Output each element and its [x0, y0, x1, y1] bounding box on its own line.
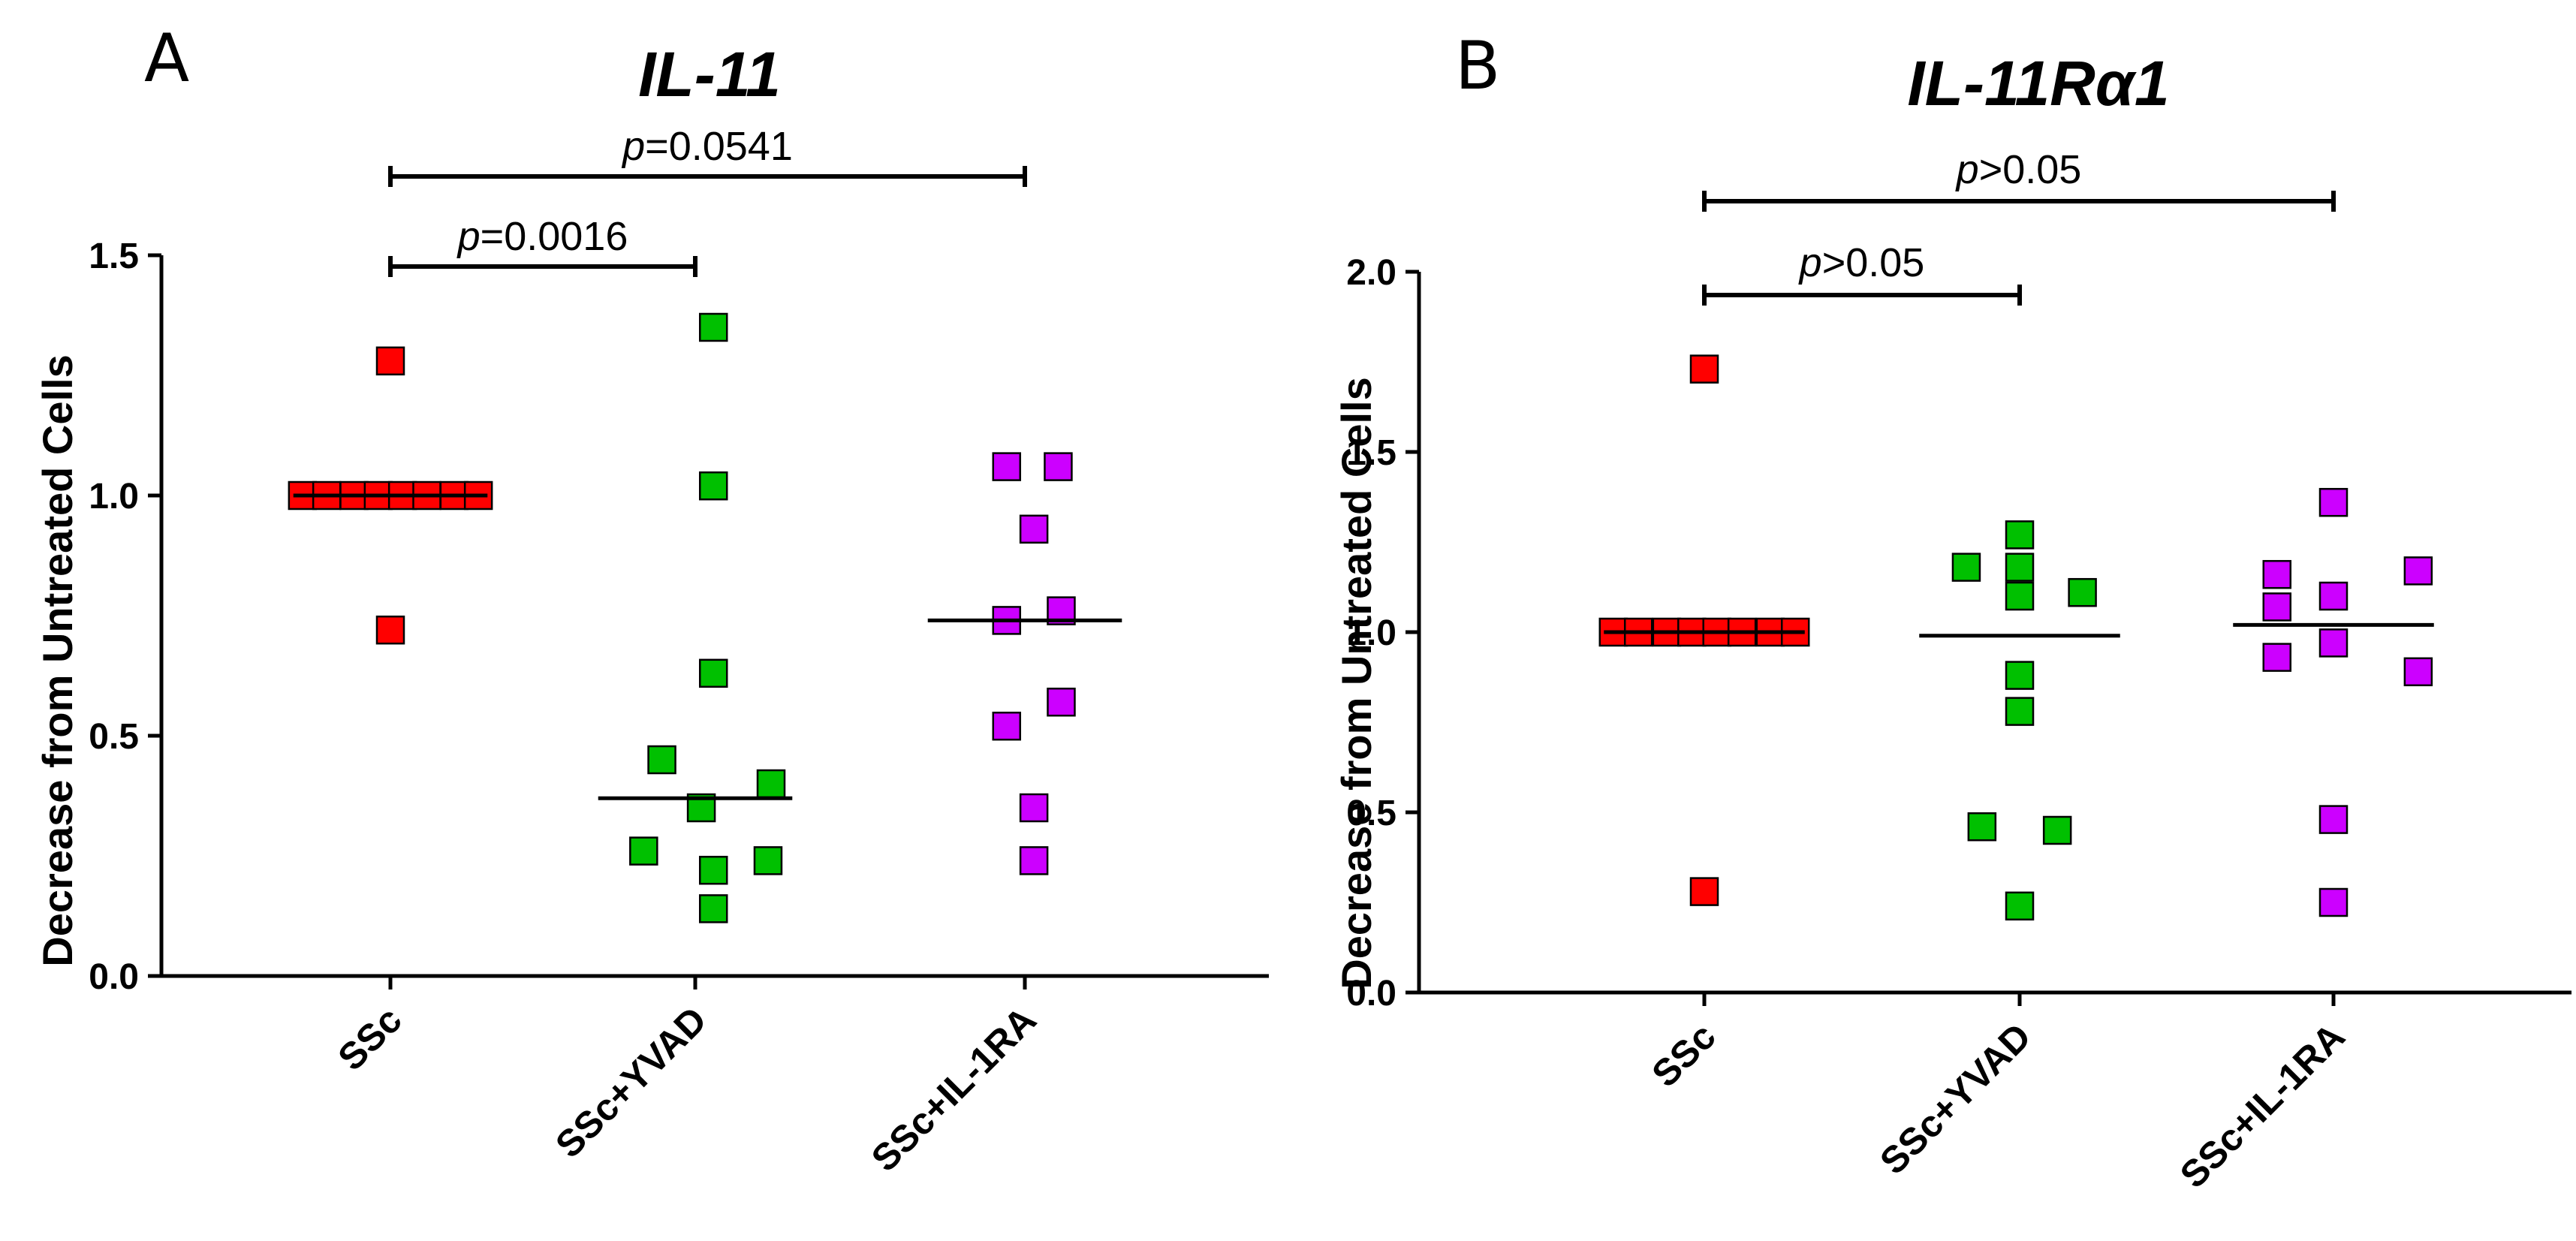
panel-b: B IL-11Rα1 Decrease from Untreated Cells… — [1333, 27, 2571, 1196]
data-point — [1689, 877, 1719, 906]
y-axis-label: Decrease from Untreated Cells — [34, 354, 81, 966]
plot-area — [1406, 191, 2571, 1006]
data-point — [375, 615, 405, 645]
data-point — [2262, 559, 2292, 589]
data-point — [1019, 514, 1049, 544]
x-category-label: SSc+YVAD — [547, 999, 715, 1166]
chart-title-il11ra1: IL-11Rα1 — [1907, 48, 2169, 119]
data-point — [647, 745, 676, 775]
data-point — [698, 658, 728, 688]
data-point — [2262, 592, 2292, 622]
data-point — [2318, 487, 2349, 517]
y-tick-label: 0.0 — [1346, 974, 1396, 1014]
data-point — [2005, 581, 2035, 611]
data-point — [753, 846, 783, 875]
p-value-label: p=0.0016 — [456, 214, 628, 259]
data-point — [698, 312, 728, 342]
panel-letter-a: A — [144, 20, 189, 97]
data-point — [698, 471, 728, 501]
data-point — [1019, 793, 1049, 823]
y-tick-label: 2.0 — [1346, 253, 1396, 293]
data-point — [2005, 697, 2035, 726]
data-point — [992, 452, 1022, 481]
p-value-label: p>0.05 — [1798, 240, 1925, 285]
data-point — [1019, 846, 1049, 875]
data-point — [2042, 815, 2072, 845]
y-tick-label: 1.5 — [1346, 433, 1396, 473]
chart-title-il11: IL-11 — [638, 39, 781, 110]
data-point — [698, 855, 728, 885]
x-category-label: SSc — [330, 999, 409, 1078]
panel-letter-b: B — [1455, 27, 1500, 104]
data-point — [2068, 577, 2097, 607]
data-point — [1967, 812, 1997, 842]
data-point — [2403, 657, 2433, 687]
data-point — [698, 894, 728, 923]
data-point — [2318, 805, 2349, 834]
y-tick-label: 1.5 — [89, 236, 139, 276]
significance-bracket — [388, 256, 697, 277]
significance-bracket — [1702, 285, 2022, 306]
y-tick-label: 0.5 — [89, 717, 139, 757]
x-category-label: SSc+YVAD — [1872, 1015, 2039, 1182]
y-tick-label: 0.5 — [1346, 794, 1396, 833]
y-tick-label: 1.0 — [1346, 613, 1396, 653]
y-axis-ticks: 0.0 0.5 1.0 1.5 2.0 — [1346, 253, 1396, 1014]
data-point — [2262, 643, 2292, 672]
data-point — [2005, 553, 2035, 582]
data-point — [1689, 354, 1719, 384]
data-point — [2318, 628, 2349, 658]
y-axis-ticks: 0.0 0.5 1.0 1.5 — [89, 236, 139, 997]
y-tick-label: 1.0 — [89, 477, 139, 517]
x-category-label: SSc+IL-1RA — [2172, 1015, 2353, 1196]
data-point — [2318, 581, 2349, 611]
panel-a: A IL-11 Decrease from Untreated Cells 0.… — [34, 20, 1269, 1179]
data-point — [1047, 687, 1076, 717]
significance-labels: p=0.0016 p=0.0541 — [456, 124, 793, 259]
data-point — [1044, 452, 1073, 481]
x-axis-categories: SSc SSc+YVAD SSc+IL-1RA — [1644, 1015, 2352, 1196]
plot-area — [148, 166, 1269, 989]
data-point — [2005, 891, 2035, 921]
data-point — [1951, 553, 1981, 582]
data-point — [629, 836, 658, 866]
data-point — [2005, 661, 2035, 690]
data-point — [756, 769, 786, 799]
significance-bracket — [388, 166, 1027, 187]
x-axis-categories: SSc SSc+YVAD SSc+IL-1RA — [330, 999, 1044, 1179]
p-value-label: p>0.05 — [1955, 147, 2082, 192]
significance-bracket — [1702, 191, 2336, 212]
y-axis-label: Decrease from Untreated Cells — [1333, 377, 1380, 989]
data-point — [992, 711, 1022, 741]
x-category-label: SSc+IL-1RA — [863, 999, 1044, 1179]
data-point — [2318, 887, 2349, 917]
data-point — [375, 346, 405, 376]
p-value-label: p=0.0541 — [621, 124, 793, 169]
data-point — [2403, 556, 2433, 586]
significance-labels: p>0.05 p>0.05 — [1798, 147, 2082, 285]
data-point — [2005, 520, 2035, 550]
y-tick-label: 0.0 — [89, 957, 139, 997]
x-category-label: SSc — [1644, 1015, 1723, 1095]
